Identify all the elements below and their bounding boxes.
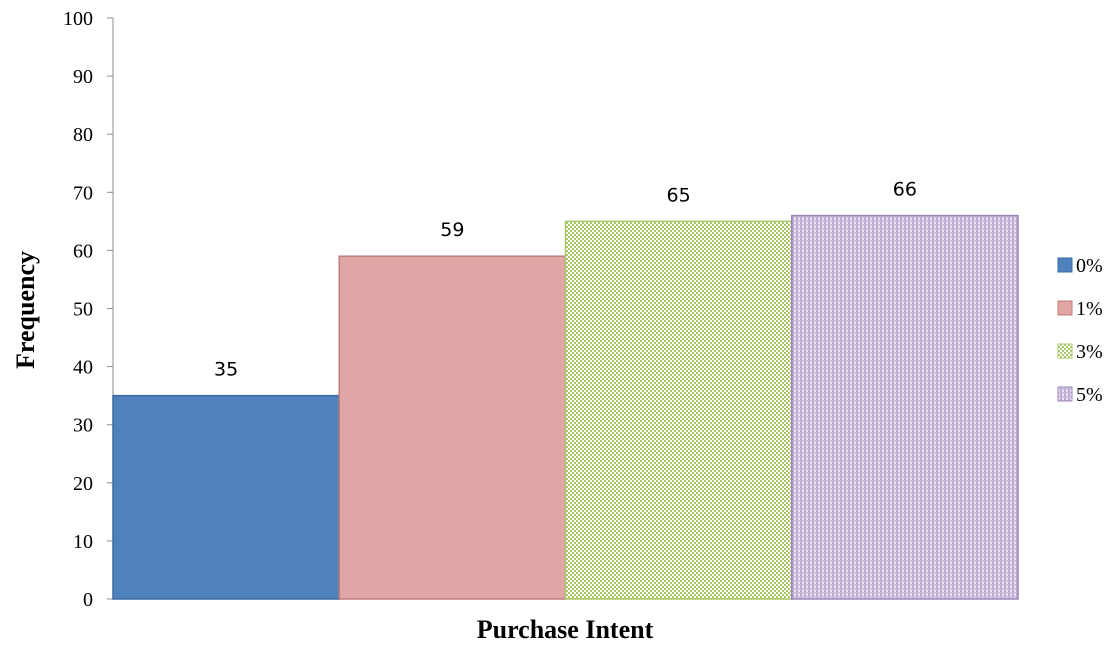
plot-area: 0 10 20 30 40 50 60 70 80 90 100 35 59 65 66: [63, 8, 1019, 611]
y-tick-label: 20: [73, 473, 93, 495]
data-label-3pct: 65: [667, 184, 691, 206]
data-label-0pct: 35: [214, 359, 238, 381]
data-label-1pct: 59: [440, 219, 464, 241]
legend-label-0pct: 0%: [1076, 255, 1103, 277]
bar-1pct: [338, 255, 567, 600]
y-tick-label: 0: [83, 589, 93, 611]
y-tick-label: 30: [73, 415, 93, 437]
y-tick-label: 80: [73, 124, 93, 146]
y-axis-title: Frequency: [11, 251, 40, 369]
y-tick-label: 40: [73, 357, 93, 379]
legend-swatch-3pct: [1057, 343, 1073, 359]
y-tick-label: 60: [73, 240, 93, 262]
y-tick-label: 90: [73, 66, 93, 88]
legend-label-5pct: 5%: [1076, 384, 1103, 406]
y-tick-label: 100: [63, 8, 93, 30]
y-tick-label: 10: [73, 531, 93, 553]
legend: 0% 1% 3% 5%: [1057, 255, 1103, 406]
bar-3pct: [564, 220, 793, 600]
legend-label-3pct: 3%: [1076, 341, 1103, 363]
bar-0pct: [112, 394, 340, 600]
legend-swatch-5pct: [1057, 386, 1073, 402]
legend-swatch-0pct: [1057, 257, 1073, 273]
data-label-5pct: 66: [893, 179, 917, 201]
y-tick-label: 70: [73, 182, 93, 204]
legend-swatch-1pct: [1057, 300, 1073, 316]
legend-label-1pct: 1%: [1076, 298, 1103, 320]
x-axis-title: Purchase Intent: [477, 615, 654, 644]
bar-5pct: [791, 214, 1019, 600]
y-tick-label: 50: [73, 299, 93, 321]
